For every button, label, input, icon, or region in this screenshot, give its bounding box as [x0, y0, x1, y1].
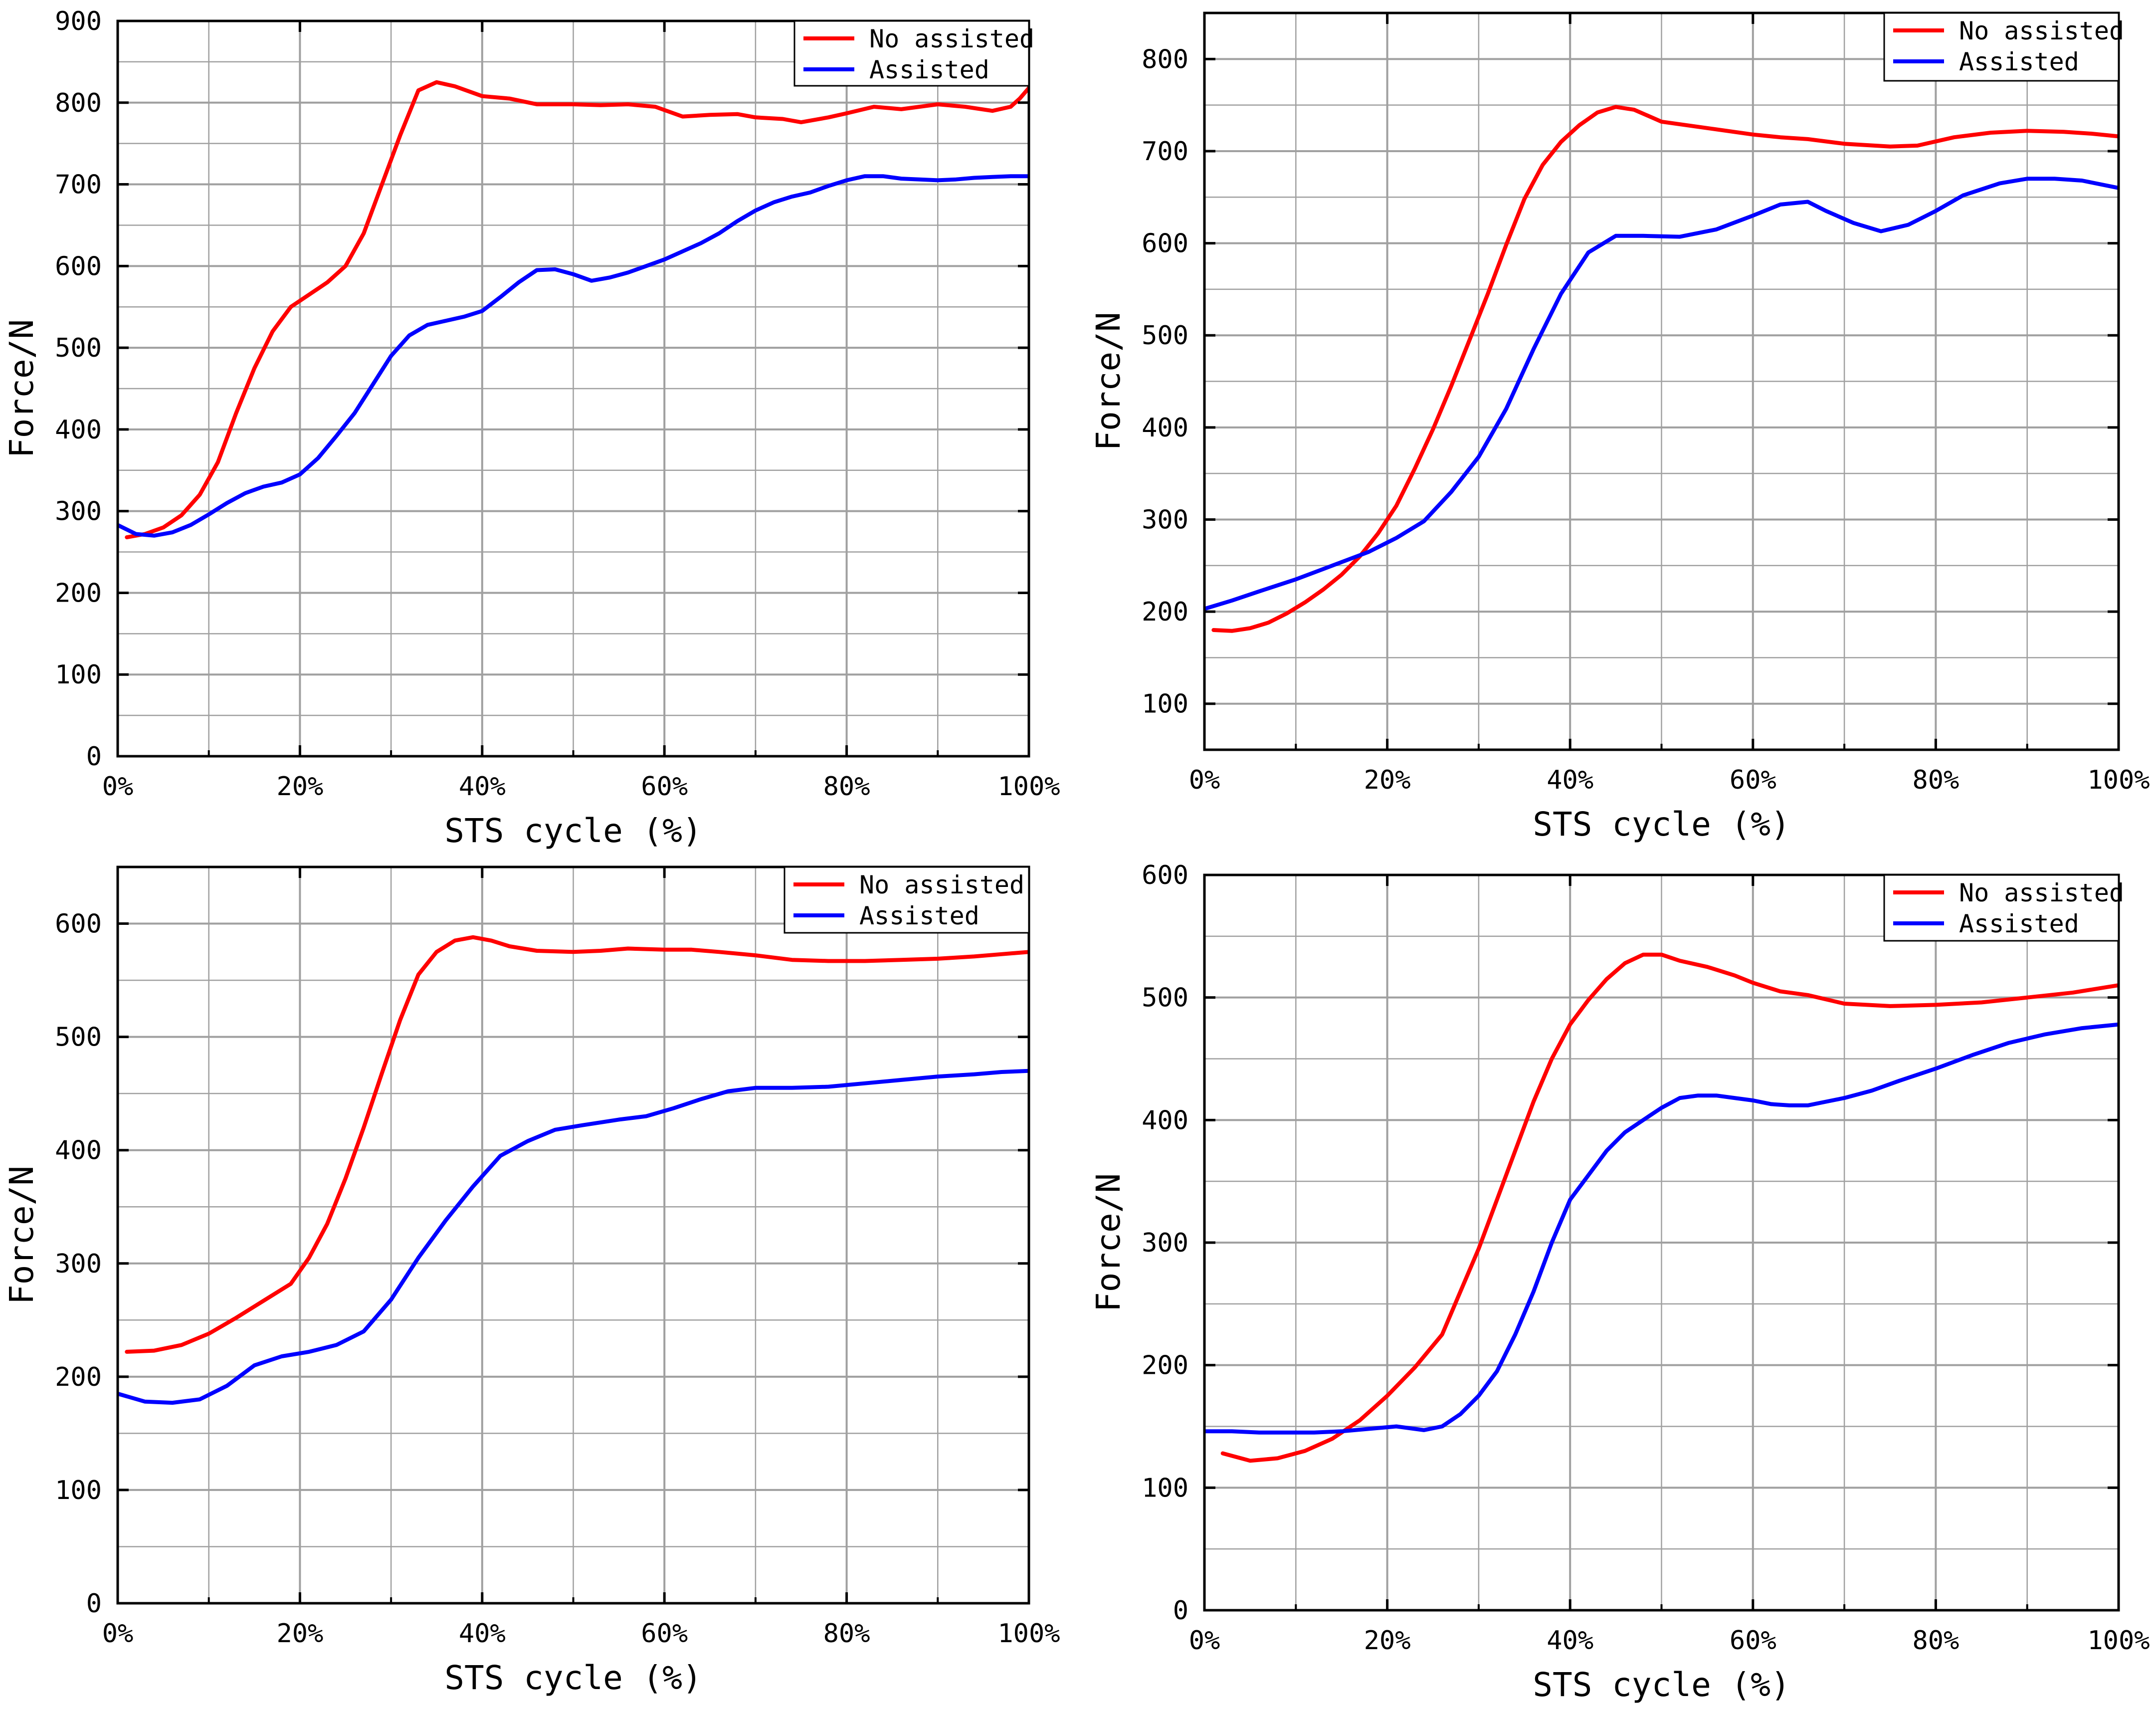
chart-panel-2: 0% 20% 40% 60% 80% 100% 100 200 300 400 500 600 700 8… — [1089, 11, 2150, 844]
y-tick-label: 400 — [55, 1136, 102, 1166]
y-tick-label: 0 — [86, 1589, 102, 1619]
x-tick-label: 0% — [1189, 1626, 1220, 1656]
x-tick-label: 20% — [276, 772, 323, 802]
y-axis-label: Force/N — [2, 1166, 41, 1304]
x-tick-label: 20% — [276, 1619, 323, 1649]
y-tick-label: 200 — [1142, 597, 1188, 627]
legend-label: No assisted — [1959, 16, 2124, 45]
y-tick-label: 600 — [1142, 860, 1188, 890]
y-tick-label: 100 — [1142, 1473, 1188, 1503]
x-tick-label: 80% — [1912, 1626, 1959, 1656]
y-tick-label: 100 — [1142, 689, 1188, 719]
y-tick-label: 200 — [1142, 1351, 1188, 1381]
series-line-assisted — [1204, 1022, 2119, 1435]
legend-label: Assisted — [1959, 909, 2079, 938]
y-tick-label: 200 — [55, 578, 102, 608]
y-axis-label: Force/N — [1089, 1173, 1128, 1312]
y-tick-label: 500 — [55, 1023, 102, 1053]
y-tick-label: 600 — [1142, 229, 1188, 259]
series-line-no-assisted — [125, 935, 1029, 1354]
series-line-no-assisted — [125, 80, 1029, 540]
y-tick-label: 700 — [55, 170, 102, 200]
y-tick-label: 800 — [55, 88, 102, 118]
legend-label: Assisted — [1959, 47, 2079, 76]
x-tick-label: 40% — [459, 1619, 506, 1649]
legend-label: No assisted — [859, 870, 1024, 899]
series-line-assisted — [118, 174, 1029, 538]
y-tick-label: 600 — [55, 251, 102, 281]
legend-label: Assisted — [859, 901, 980, 930]
y-tick-label: 700 — [1142, 137, 1188, 167]
x-tick-label: 60% — [1730, 765, 1776, 795]
legend-label: Assisted — [869, 55, 989, 84]
x-axis-label: STS cycle (%) — [1533, 1666, 1790, 1704]
y-tick-label: 400 — [55, 415, 102, 445]
y-tick-label: 0 — [1173, 1596, 1188, 1626]
x-tick-label: 100% — [2087, 765, 2150, 795]
x-tick-label: 100% — [997, 772, 1060, 802]
series-line-assisted — [1204, 177, 2119, 611]
y-tick-label: 100 — [55, 1476, 102, 1505]
y-tick-label: 500 — [1142, 983, 1188, 1013]
y-tick-label: 300 — [1142, 505, 1188, 535]
series-line-no-assisted — [1220, 952, 2119, 1463]
y-tick-label: 500 — [1142, 321, 1188, 351]
legend-box — [1883, 12, 2120, 82]
y-tick-label: 800 — [1142, 44, 1188, 74]
y-tick-label: 100 — [55, 660, 102, 690]
chart-panel-4: 0% 20% 40% 60% 80% 100% 0 100 200 300 400 500 600 STS… — [1089, 860, 2150, 1704]
x-tick-label: 20% — [1364, 765, 1411, 795]
y-tick-label: 400 — [1142, 1105, 1188, 1135]
x-tick-label: 60% — [641, 772, 688, 802]
x-tick-label: 40% — [459, 772, 506, 802]
x-tick-label: 100% — [2087, 1626, 2150, 1656]
y-tick-label: 0 — [86, 742, 102, 772]
y-tick-label: 200 — [55, 1362, 102, 1392]
y-tick-label: 500 — [55, 333, 102, 363]
legend-box — [793, 20, 1030, 87]
y-tick-label: 400 — [1142, 413, 1188, 443]
x-axis-label: STS cycle (%) — [1533, 805, 1790, 844]
y-tick-label: 300 — [1142, 1228, 1188, 1258]
y-tick-label: 900 — [55, 6, 102, 36]
x-tick-label: 0% — [102, 1619, 134, 1649]
x-tick-label: 20% — [1364, 1626, 1411, 1656]
x-tick-label: 0% — [102, 772, 134, 802]
legend-box — [784, 866, 1030, 934]
legend-label: No assisted — [1959, 878, 2124, 907]
y-tick-label: 300 — [55, 1249, 102, 1279]
legend-label: No assisted — [869, 24, 1034, 53]
y-tick-label: 300 — [55, 497, 102, 527]
x-tick-label: 40% — [1547, 1626, 1593, 1656]
x-tick-label: 60% — [641, 1619, 688, 1649]
y-axis-label: Force/N — [2, 319, 41, 458]
x-tick-label: 60% — [1730, 1626, 1776, 1656]
chart-panel-3: 0% 20% 40% 60% 80% 100% 0 100 200 300 400 500 600 STS… — [2, 865, 1060, 1697]
series-line-no-assisted — [1211, 105, 2119, 633]
x-tick-label: 80% — [823, 772, 870, 802]
legend-box — [1883, 874, 2120, 942]
x-axis-label: STS cycle (%) — [444, 1659, 702, 1697]
chart-panel-1: 0% 20% 40% 60% 80% 100% 0 100 200 300 400 500 600 700… — [2, 6, 1060, 850]
y-tick-label: 600 — [55, 909, 102, 939]
x-tick-label: 100% — [997, 1619, 1060, 1649]
x-tick-label: 0% — [1189, 765, 1220, 795]
y-axis-label: Force/N — [1089, 312, 1128, 450]
x-tick-label: 80% — [823, 1619, 870, 1649]
x-tick-label: 40% — [1547, 765, 1593, 795]
series-line-assisted — [118, 1069, 1029, 1405]
x-axis-label: STS cycle (%) — [444, 812, 702, 850]
x-tick-label: 80% — [1912, 765, 1959, 795]
